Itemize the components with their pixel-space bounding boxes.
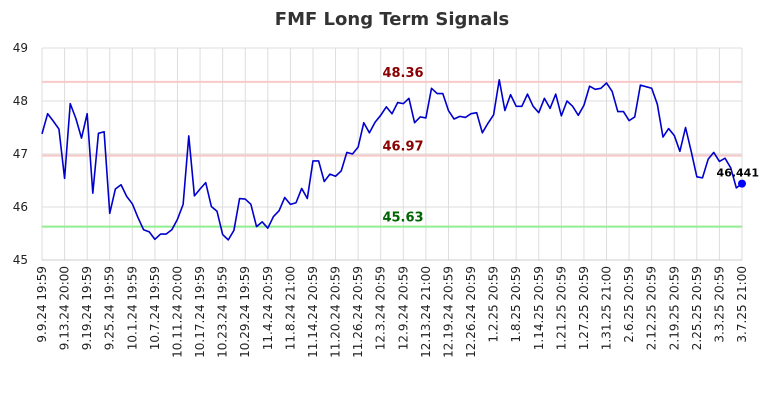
x-tick-label: 1.2.25 20:59 — [487, 266, 501, 343]
x-tick-label: 11.8.24 21:00 — [283, 266, 297, 350]
grid — [41, 47, 743, 261]
x-tick-label: 1.27.25 20:59 — [577, 266, 591, 350]
x-axis: 9.9.24 19:59 9.13.24 20:00 9.19.24 19:59 9.… — [35, 266, 749, 358]
x-tick-label: 12.19.24 20:59 — [441, 266, 455, 358]
chart-title: FMF Long Term Signals — [275, 9, 509, 30]
y-tick-label: 48 — [13, 94, 28, 108]
x-tick-label: 11.14.24 20:59 — [306, 266, 320, 358]
last-point-layer: 46.441 — [717, 167, 759, 188]
x-tick-label: 12.26.24 20:59 — [464, 266, 478, 358]
x-tick-label: 2.25.25 20:59 — [690, 266, 704, 350]
y-tick-label: 47 — [13, 147, 28, 161]
y-axis: 45 46 47 48 49 — [13, 41, 28, 267]
x-tick-label: 10.29.24 19:59 — [238, 266, 252, 358]
series-layer — [41, 79, 743, 241]
y-tick-label: 46 — [13, 200, 28, 214]
x-tick-label: 2.12.25 20:59 — [645, 266, 659, 350]
x-tick-label: 3.7.25 21:00 — [735, 266, 749, 343]
x-tick-label: 11.26.24 20:59 — [351, 266, 365, 358]
x-tick-label: 9.9.24 19:59 — [35, 266, 49, 343]
level-label: 48.36 — [382, 66, 423, 81]
x-tick-label: 12.13.24 21:00 — [419, 266, 433, 358]
x-tick-label: 10.7.24 19:59 — [148, 266, 162, 350]
price-line — [41, 79, 743, 241]
y-tick-label: 49 — [13, 41, 28, 55]
x-tick-label: 1.31.25 21:00 — [600, 266, 614, 350]
x-tick-label: 10.11.24 20:00 — [170, 266, 184, 358]
x-tick-label: 10.23.24 19:59 — [216, 266, 230, 358]
x-tick-label: 2.6.25 20:59 — [622, 266, 636, 343]
x-tick-label: 9.13.24 20:00 — [58, 266, 72, 350]
x-tick-label: 10.1.24 19:59 — [125, 266, 139, 350]
last-point-label: 46.441 — [717, 167, 759, 180]
x-tick-label: 1.21.25 20:59 — [554, 266, 568, 350]
x-tick-label: 1.14.25 20:59 — [532, 266, 546, 350]
level-label: 46.97 — [382, 140, 423, 155]
level-label: 45.63 — [382, 211, 423, 226]
x-tick-label: 11.20.24 20:59 — [329, 266, 343, 358]
x-tick-label: 9.25.24 19:59 — [103, 266, 117, 350]
x-tick-label: 12.3.24 20:59 — [374, 266, 388, 350]
x-tick-label: 12.9.24 20:59 — [396, 266, 410, 350]
x-tick-label: 1.8.25 20:59 — [509, 266, 523, 343]
x-tick-label: 11.4.24 20:59 — [261, 266, 275, 350]
last-point-marker — [738, 179, 746, 188]
x-tick-label: 9.19.24 19:59 — [80, 266, 94, 350]
signal-levels: 48.36 46.97 45.63 — [42, 66, 742, 228]
x-tick-label: 3.3.25 20:59 — [712, 266, 726, 343]
x-tick-label: 10.17.24 19:59 — [193, 266, 207, 358]
y-tick-label: 45 — [13, 253, 28, 267]
x-tick-label: 2.19.25 20:59 — [667, 266, 681, 350]
